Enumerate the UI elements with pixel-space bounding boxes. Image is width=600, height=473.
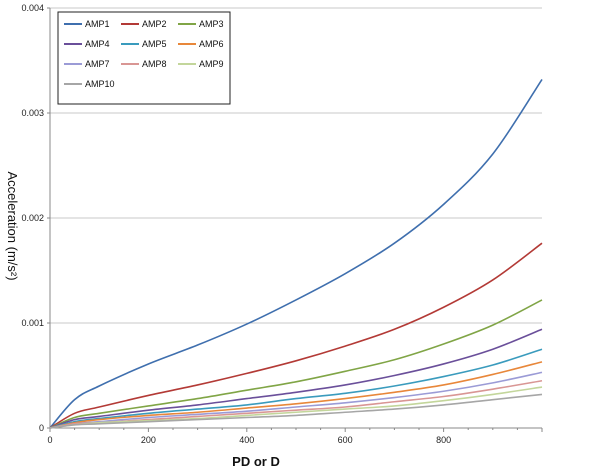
y-tick-label: 0	[39, 423, 44, 433]
series-line-amp5	[49, 348, 543, 429]
x-tick-label: 800	[436, 435, 451, 445]
legend-label: AMP10	[85, 79, 115, 89]
y-tick-label: 0.003	[21, 108, 44, 118]
legend-label: AMP4	[85, 39, 110, 49]
x-axis-label: PD or D	[232, 454, 280, 469]
series-line-amp9	[49, 386, 543, 429]
y-tick-label: 0.001	[21, 318, 44, 328]
y-tick-labels: 0 0.001 0.002 0.003 0.004	[21, 3, 50, 433]
legend-label: AMP3	[199, 19, 224, 29]
legend-box	[57, 11, 231, 105]
y-axis-label: Acceleration (m/s²)	[5, 171, 20, 280]
legend-label: AMP5	[142, 39, 167, 49]
y-tick-label: 0.002	[21, 213, 44, 223]
gridlines	[50, 7, 542, 324]
series-line-amp10	[49, 393, 543, 429]
x-tick-labels: 0 200 400 600 800	[47, 428, 543, 445]
legend-label: AMP9	[199, 59, 224, 69]
series-line-amp6	[49, 361, 543, 429]
x-tick-label: 400	[239, 435, 254, 445]
series-line-amp3	[49, 299, 543, 429]
series-line-amp4	[49, 328, 543, 429]
legend: AMP1 AMP2 AMP3 AMP4 AMP5 AMP6 AMP7 AMP8 AMP9 AMP1…	[57, 11, 231, 105]
series-line-amp1	[49, 78, 543, 429]
legend-label: AMP2	[142, 19, 167, 29]
x-tick-label: 600	[338, 435, 353, 445]
legend-label: AMP8	[142, 59, 167, 69]
y-tick-label: 0.004	[21, 3, 44, 13]
x-tick-label: 200	[141, 435, 156, 445]
series-line-amp2	[49, 242, 543, 429]
legend-label: AMP7	[85, 59, 110, 69]
series-lines	[49, 78, 543, 429]
x-tick-label: 0	[47, 435, 52, 445]
series-line-amp7	[49, 371, 543, 429]
legend-label: AMP6	[199, 39, 224, 49]
legend-label: AMP1	[85, 19, 110, 29]
